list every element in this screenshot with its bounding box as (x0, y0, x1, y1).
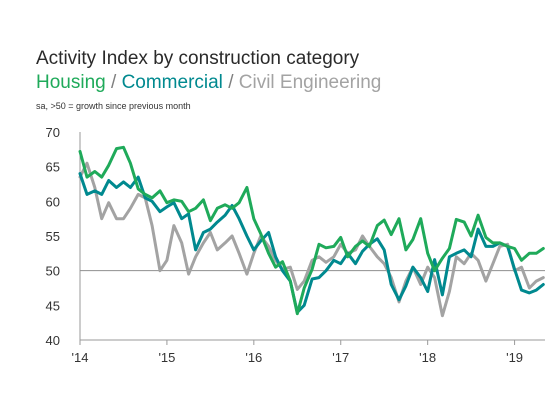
chart-subtitle-legend: Housing / Commercial / Civil Engineering (36, 72, 381, 94)
x-tick-label: '16 (245, 350, 262, 365)
series-line-commercial (78, 172, 545, 314)
legend-commercial: Commercial (121, 72, 223, 93)
y-tick-label: 50 (46, 264, 60, 279)
x-tick-label: '19 (506, 350, 523, 365)
chart-title: Activity Index by construction category (36, 48, 360, 69)
x-tick-label: '15 (158, 350, 175, 365)
legend-separator: / (222, 72, 239, 93)
y-tick-label: 60 (46, 194, 60, 209)
series-line-housing (78, 145, 545, 316)
legend-housing: Housing (36, 72, 106, 93)
y-tick-label: 55 (46, 229, 60, 244)
x-tick-label: '14 (72, 350, 89, 365)
x-tick-label: '17 (332, 350, 349, 365)
legend-civil-engineering: Civil Engineering (238, 72, 382, 93)
y-tick-label: 45 (46, 298, 60, 313)
legend-separator: / (105, 72, 122, 93)
series-line-civil-engineering (78, 161, 545, 318)
y-tick-label: 40 (46, 333, 60, 348)
y-tick-label: 70 (46, 125, 60, 140)
chart-note: sa, >50 = growth since previous month (36, 101, 191, 111)
y-tick-label: 65 (46, 160, 60, 175)
x-tick-label: '18 (419, 350, 436, 365)
